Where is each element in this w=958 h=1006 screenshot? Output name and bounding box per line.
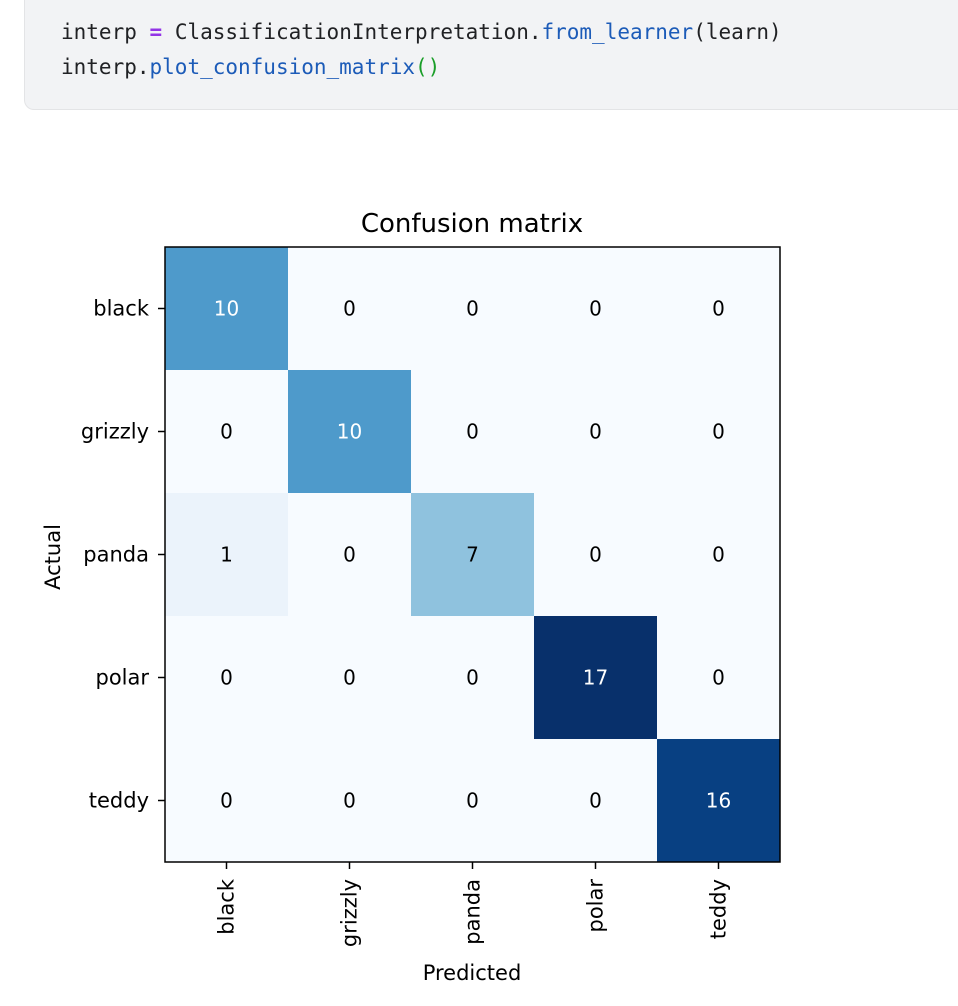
cell-value-label: 0 [712,543,725,567]
cell-value-label: 0 [466,420,479,444]
cell-value-label: 16 [706,789,731,813]
code-cell[interactable]: interp = ClassificationInterpretation.fr… [24,0,958,110]
cell-value-label: 0 [589,543,602,567]
y-axis-ticks: black grizzly panda polar teddy [81,297,165,813]
heatmap-cell [534,247,657,370]
cell-value-label: 7 [466,543,479,567]
cell-value-label: 17 [583,666,608,690]
heatmap-cell [288,370,411,493]
heatmap-cell [534,370,657,493]
x-tick-label: black [215,878,239,935]
code-class: ClassificationInterpretation. [174,20,542,44]
heatmap-cell [411,370,534,493]
heatmap-cell [288,739,411,862]
code-parens: () [415,55,441,79]
x-tick-label: teddy [707,879,731,939]
heatmap-cell [657,739,780,862]
cell-value-labels: 10 0 0 0 00 10 0 0 01 0 7 0 00 0 0 17 00 0 0 0 16 [214,297,731,813]
heatmap-cell [411,739,534,862]
code-variable: interp [61,20,137,44]
heatmap-cell [534,493,657,616]
code-object: interp. [61,55,150,79]
heatmap-cell [288,616,411,739]
code-line-1: interp = ClassificationInterpretation.fr… [61,20,782,44]
y-axis-label: Actual [41,524,65,590]
confusion-matrix-chart: Confusion matrix 10 0 0 0 00 10 0 0 01 0 7 0 00 0 0 17 0… [41,209,781,985]
code-operator: = [149,20,163,44]
cell-value-label: 0 [712,420,725,444]
x-axis-ticks: black grizzly panda polar teddy [215,862,731,947]
heatmap-cell [657,493,780,616]
cell-value-label: 0 [343,666,356,690]
cell-value-label: 0 [466,789,479,813]
y-tick-label: teddy [89,789,149,813]
heatmap-cell [165,247,288,370]
heatmap-cell [657,247,780,370]
heatmap-cell [657,616,780,739]
cell-value-label: 0 [589,297,602,321]
code-args: (learn) [693,20,782,44]
heatmap-cell [165,739,288,862]
heatmap-cell [534,739,657,862]
cell-value-label: 0 [220,666,233,690]
heatmap-cell [165,370,288,493]
code-line-2: interp.plot_confusion_matrix() [61,55,440,79]
cell-value-label: 0 [220,789,233,813]
cell-value-label: 0 [712,297,725,321]
cell-value-label: 0 [589,420,602,444]
cell-value-label: 10 [337,420,362,444]
cell-value-label: 0 [466,666,479,690]
x-tick-label: grizzly [338,879,362,947]
heatmap-cell [657,370,780,493]
x-tick-label: panda [461,879,485,945]
heatmap-cell [165,616,288,739]
cell-value-label: 10 [214,297,239,321]
y-tick-label: panda [83,543,149,567]
chart-title: Confusion matrix [361,209,583,239]
cell-value-label: 0 [343,789,356,813]
heatmap-cell [411,247,534,370]
y-tick-label: grizzly [81,420,149,444]
x-tick-label: polar [584,879,608,933]
heatmap-cell [288,493,411,616]
cell-value-label: 0 [712,666,725,690]
y-tick-label: black [93,297,150,321]
heatmap-cell [288,247,411,370]
heatmap-cells [165,247,780,862]
cell-value-label: 0 [589,789,602,813]
heatmap-cell [411,493,534,616]
cell-value-label: 0 [343,543,356,567]
code-method: plot_confusion_matrix [149,55,416,79]
code-method: from_learner [541,20,694,44]
heatmap-cell [534,616,657,739]
y-tick-label: polar [95,666,149,690]
cell-value-label: 0 [220,420,233,444]
cell-value-label: 0 [343,297,356,321]
heatmap-cell [165,493,288,616]
x-axis-label: Predicted [423,961,522,985]
cell-value-label: 0 [466,297,479,321]
heatmap-cell [411,616,534,739]
cell-value-label: 1 [220,543,233,567]
